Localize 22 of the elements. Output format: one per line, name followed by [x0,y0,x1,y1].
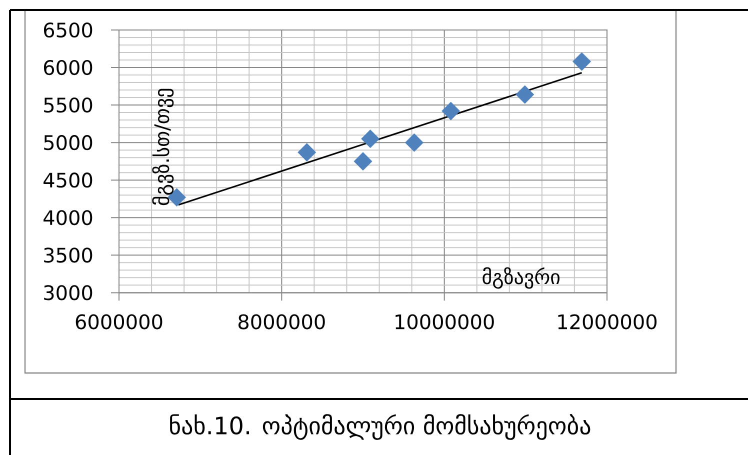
x-tick-label: 12000000 [558,314,657,330]
y-tick-label: 3000 [44,285,92,300]
y-tick-label: 5000 [44,135,92,150]
x-tick-label: 10000000 [396,314,494,330]
y-tick-label: 4500 [44,172,92,188]
x-tick-label: 6000000 [76,314,162,330]
y-axis-title: მგვზ.სთ/თვე [152,88,174,206]
text: ნახ.10. ოპტიმალური მომსახურეობა [170,414,590,440]
point [354,152,372,171]
x-axis-title: მგზავრი [482,267,560,289]
point [404,133,424,152]
y-tick-label: 6500 [44,22,92,38]
point [572,52,592,71]
y-tick-label: 5500 [44,97,92,113]
point [361,130,380,148]
y-tick-label: 4000 [44,210,92,226]
y-tick-label: 3500 [44,248,92,263]
point [442,102,460,120]
x-tick-label: 8000000 [238,314,325,330]
point [298,143,316,162]
point [516,85,534,104]
y-tick-label: 6000 [44,60,92,76]
